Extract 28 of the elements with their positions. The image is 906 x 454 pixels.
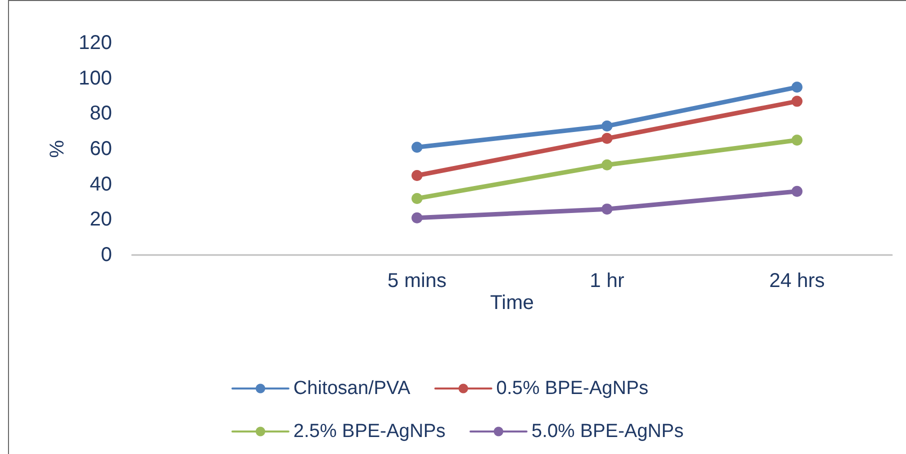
x-axis-title: Time <box>490 292 534 314</box>
point <box>602 120 612 132</box>
legend-label: 0.5% BPE-AgNPs <box>496 378 648 399</box>
y-tick-label: 0 <box>100 244 112 266</box>
point <box>412 170 422 181</box>
y-tick-label: 40 <box>90 173 112 196</box>
point <box>602 204 612 215</box>
point <box>602 132 612 144</box>
point <box>792 186 802 197</box>
x-tick-label: 1 hr <box>590 270 625 292</box>
x-tick-label: 24 hrs <box>769 270 825 292</box>
point <box>792 82 802 93</box>
point <box>792 134 802 146</box>
y-tick-label: 80 <box>90 102 112 125</box>
legend-label: 2.5% BPE-AgNPs <box>293 421 446 442</box>
point <box>412 142 422 153</box>
point <box>412 212 422 224</box>
legend-label: Chitosan/PVA <box>293 378 411 399</box>
y-tick-label: 120 <box>78 32 112 54</box>
point <box>602 159 612 170</box>
y-tick-label: 100 <box>78 67 112 90</box>
point <box>792 96 802 107</box>
point <box>412 192 422 204</box>
legend-label: 5.0% BPE-AgNPs <box>532 421 684 442</box>
y-tick-label: 60 <box>90 138 112 160</box>
y-tick-label: 20 <box>90 208 112 231</box>
y-axis-title: % <box>46 140 69 158</box>
x-tick-label: 5 mins <box>388 270 446 292</box>
